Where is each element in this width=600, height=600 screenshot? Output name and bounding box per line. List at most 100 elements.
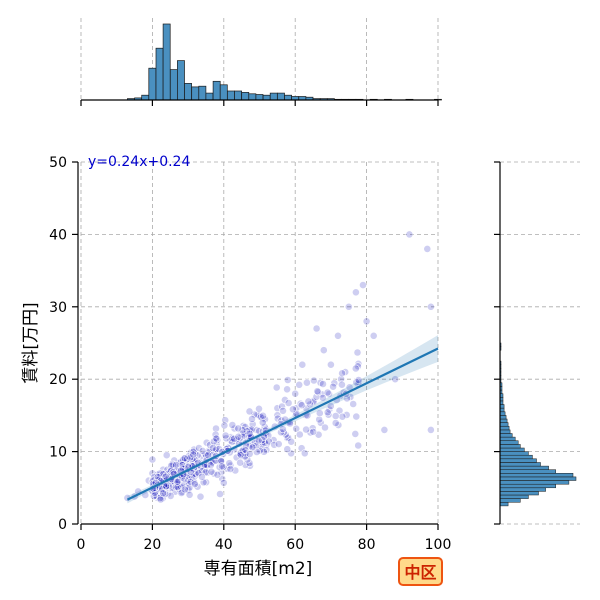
y-tick-label: 50 [49,155,67,171]
top-hist-bar [141,94,150,101]
scatter-point [213,470,222,479]
scatter-point [284,399,293,407]
scatter-point [236,450,245,459]
right-hist-bar [499,404,505,409]
main-grid [80,161,439,525]
top-hist-bar [169,69,178,101]
scatter-point [204,451,212,459]
y-tick-label: 0 [58,517,67,533]
scatter-point [338,412,347,421]
scatter-point [248,443,257,452]
y-tick-label: 10 [49,445,67,461]
top-hist-bar [162,23,171,101]
top-hist-bar [284,94,292,101]
scatter-point [334,331,342,340]
top-hist-bar [205,92,214,101]
scatter-point [362,317,371,326]
scatter-point [162,451,171,460]
scatter-point [315,415,324,424]
scatter-points [123,230,435,504]
y-tick-label: 30 [49,300,67,316]
scatter-point [353,362,362,371]
right-hist-bar [499,451,529,456]
scatter-point [351,288,360,297]
x-tick-label: 20 [143,537,161,553]
top-hist-bar [148,67,157,101]
scatter-point [279,406,287,415]
scatter-point [423,244,432,253]
scatter-point [164,482,173,490]
right-hist-bar [499,494,529,499]
scatter-point [426,425,435,434]
regression-line-group [126,347,439,501]
scatter-point [219,478,228,487]
scatter-point [351,429,360,438]
scatter-point [326,402,335,410]
top-hist-bar [255,94,264,101]
scatter-point [323,408,332,417]
right-marginal-histogram [499,342,577,507]
scatter-point [225,459,234,468]
right-hist-bar [499,429,511,434]
scatter-point [272,383,281,392]
scatter-point [238,426,247,434]
scatter-point [245,429,254,438]
scatter-point [391,375,400,384]
scatter-point [284,433,293,442]
top-hist-bar [227,90,235,101]
area-badge: 中区 [398,557,443,586]
right-histogram-ticks [494,161,500,525]
scatter-point [352,378,361,387]
top-hist-bar [212,80,221,101]
scatter-point [287,437,296,446]
scatter-point [149,492,158,500]
x-tick-label: 40 [215,537,233,553]
scatter-point [300,449,309,458]
scatter-point [298,360,307,369]
scatter-point [313,387,322,396]
right-hist-bar [499,422,509,427]
right-hist-bar [499,407,505,413]
x-tick-label: 0 [77,537,86,553]
scatter-point [353,348,362,357]
scatter-point [162,482,171,490]
scatter-point [344,302,353,311]
scatter-point [329,382,337,391]
y-axis-ticks: 0 10 20 30 40 50 [49,155,78,533]
scatter-point [319,346,328,355]
scatter-point [222,434,231,443]
scatter-point [302,425,310,434]
scatter-point [211,430,220,439]
right-hist-bar [499,462,541,467]
scatter-point [352,412,361,421]
right-hist-bar [499,483,556,489]
y-tick-label: 20 [49,372,67,388]
top-hist-bar [184,83,192,101]
y-axis-label: 賃料[万円] [21,302,41,383]
scatter-point [198,446,207,455]
scatter-point [321,423,329,432]
right-hist-bar [499,469,556,474]
scatter-point [185,490,194,499]
top-hist-bar [269,92,278,101]
scatter-point [283,376,292,384]
scatter-point [338,369,346,378]
scatter-point [255,404,263,413]
right-hist-bar [499,465,549,470]
scatter-point [288,405,297,414]
scatter-point [190,480,199,489]
scatter-point [230,434,238,443]
scatter-point [331,412,340,420]
scatter-point [180,454,189,463]
top-hist-bar [191,86,200,101]
scatter-point [234,432,243,441]
right-hist-bar [499,440,519,445]
scatter-point [334,421,343,429]
scatter-point [274,440,283,448]
scatter-point [153,472,162,481]
right-histogram-grid [500,161,580,525]
right-hist-bar [499,487,546,492]
scatter-point [186,453,195,462]
scatter-point [197,472,206,481]
scatter-point [295,430,304,439]
